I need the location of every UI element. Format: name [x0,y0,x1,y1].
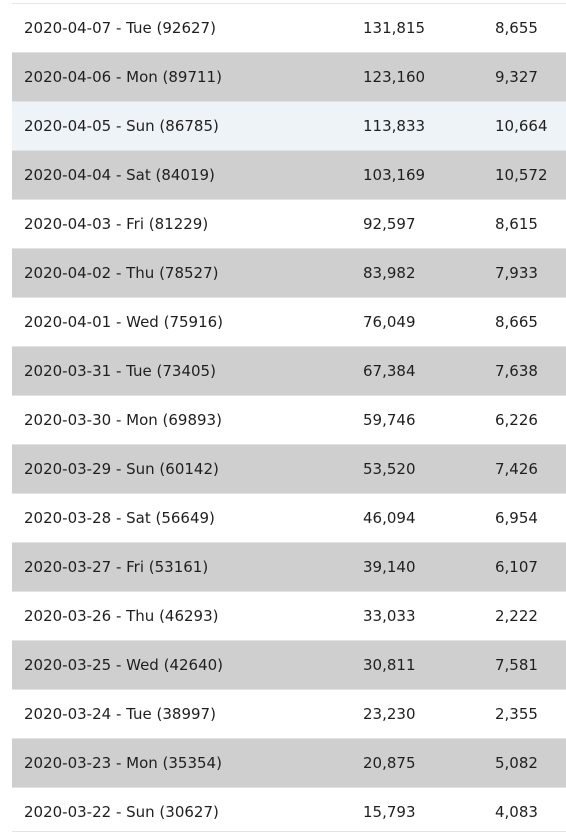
total-cell: 53,520 [363,445,416,493]
table-row[interactable]: 2020-03-23 - Mon (35354) 20,875 5,082 [12,739,566,788]
new-cell: 7,933 [495,249,538,297]
new-cell: 10,664 [495,102,548,150]
table-row[interactable]: 2020-03-31 - Tue (73405) 67,384 7,638 [12,347,566,396]
table-row[interactable]: 2020-03-26 - Thu (46293) 33,033 2,222 [12,592,566,641]
total-cell: 33,033 [363,592,416,640]
new-cell: 2,355 [495,690,538,738]
table-row[interactable]: 2020-03-24 - Tue (38997) 23,230 2,355 [12,690,566,739]
new-cell: 6,226 [495,396,538,444]
date-cell: 2020-03-30 - Mon (69893) [24,396,222,444]
new-cell: 7,426 [495,445,538,493]
table-row[interactable]: 2020-03-27 - Fri (53161) 39,140 6,107 [12,543,566,592]
date-cell: 2020-03-26 - Thu (46293) [24,592,219,640]
total-cell: 20,875 [363,739,416,787]
total-cell: 123,160 [363,53,425,101]
date-cell: 2020-04-03 - Fri (81229) [24,200,208,248]
new-cell: 5,082 [495,739,538,787]
table-row[interactable]: 2020-04-04 - Sat (84019) 103,169 10,572 [12,151,566,200]
new-cell: 8,665 [495,298,538,346]
new-cell: 8,655 [495,4,538,52]
table-row[interactable]: 2020-04-02 - Thu (78527) 83,982 7,933 [12,249,566,298]
table-row[interactable]: 2020-04-03 - Fri (81229) 92,597 8,615 [12,200,566,249]
date-cell: 2020-03-24 - Tue (38997) [24,690,216,738]
table-row[interactable]: 2020-04-05 - Sun (86785) 113,833 10,664 [12,102,566,151]
date-cell: 2020-03-31 - Tue (73405) [24,347,216,395]
date-cell: 2020-04-04 - Sat (84019) [24,151,215,199]
new-cell: 7,581 [495,641,538,689]
new-cell: 6,107 [495,543,538,591]
date-cell: 2020-03-29 - Sun (60142) [24,445,219,493]
date-cell: 2020-03-28 - Sat (56649) [24,494,215,542]
date-cell: 2020-04-07 - Tue (92627) [24,4,216,52]
date-cell: 2020-04-06 - Mon (89711) [24,53,222,101]
new-cell: 4,083 [495,788,538,836]
total-cell: 46,094 [363,494,416,542]
new-cell: 6,954 [495,494,538,542]
total-cell: 39,140 [363,543,416,591]
date-cell: 2020-03-22 - Sun (30627) [24,788,219,836]
table-row[interactable]: 2020-03-30 - Mon (69893) 59,746 6,226 [12,396,566,445]
total-cell: 23,230 [363,690,416,738]
new-cell: 7,638 [495,347,538,395]
total-cell: 76,049 [363,298,416,346]
table-row[interactable]: 2020-03-22 - Sun (30627) 15,793 4,083 [12,788,566,832]
date-cell: 2020-04-01 - Wed (75916) [24,298,223,346]
total-cell: 59,746 [363,396,416,444]
table-row[interactable]: 2020-03-29 - Sun (60142) 53,520 7,426 [12,445,566,494]
date-cell: 2020-03-25 - Wed (42640) [24,641,223,689]
new-cell: 10,572 [495,151,548,199]
total-cell: 67,384 [363,347,416,395]
new-cell: 9,327 [495,53,538,101]
total-cell: 30,811 [363,641,416,689]
new-cell: 8,615 [495,200,538,248]
total-cell: 15,793 [363,788,416,836]
table-row[interactable]: 2020-03-25 - Wed (42640) 30,811 7,581 [12,641,566,690]
date-cell: 2020-04-05 - Sun (86785) [24,102,219,150]
table-row[interactable]: 2020-04-06 - Mon (89711) 123,160 9,327 [12,53,566,102]
data-table: 2020-04-07 - Tue (92627) 131,815 8,655 2… [12,3,566,832]
total-cell: 83,982 [363,249,416,297]
date-cell: 2020-03-23 - Mon (35354) [24,739,222,787]
total-cell: 131,815 [363,4,425,52]
table-row[interactable]: 2020-03-28 - Sat (56649) 46,094 6,954 [12,494,566,543]
total-cell: 113,833 [363,102,425,150]
date-cell: 2020-04-02 - Thu (78527) [24,249,219,297]
table-row[interactable]: 2020-04-07 - Tue (92627) 131,815 8,655 [12,4,566,53]
table-row[interactable]: 2020-04-01 - Wed (75916) 76,049 8,665 [12,298,566,347]
total-cell: 103,169 [363,151,425,199]
date-cell: 2020-03-27 - Fri (53161) [24,543,208,591]
new-cell: 2,222 [495,592,538,640]
total-cell: 92,597 [363,200,416,248]
